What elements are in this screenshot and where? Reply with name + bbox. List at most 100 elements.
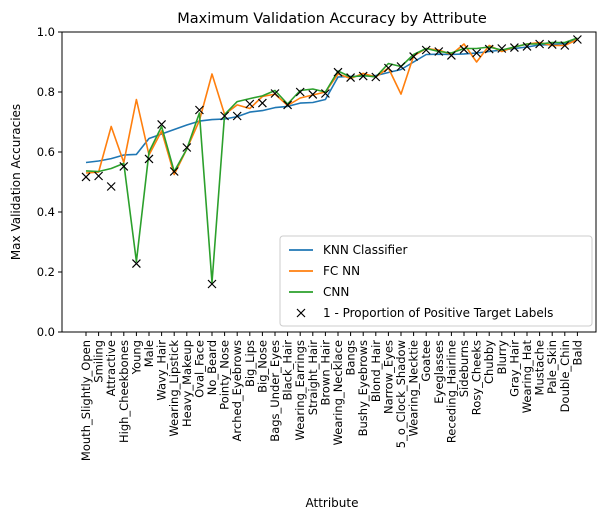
series-line-2 bbox=[85, 37, 578, 284]
data-point-marker bbox=[358, 71, 368, 81]
x-tick-label: Heavy_Makeup bbox=[180, 340, 194, 427]
x-tick-label: Receding_Hairline bbox=[444, 340, 458, 443]
data-point-marker bbox=[459, 44, 469, 54]
data-point-marker bbox=[509, 43, 519, 53]
data-point-marker bbox=[396, 62, 406, 71]
data-point-marker bbox=[295, 87, 305, 97]
data-point-marker bbox=[157, 119, 167, 129]
data-point-marker bbox=[194, 105, 204, 115]
x-tick-label: Brown_Hair bbox=[318, 340, 332, 406]
data-point-marker bbox=[383, 63, 393, 73]
x-tick-label: Rosy_Cheeks bbox=[470, 340, 484, 415]
data-point-marker bbox=[81, 172, 91, 182]
data-point-marker bbox=[182, 143, 192, 152]
data-point-marker bbox=[232, 111, 242, 121]
y-axis: 0.0 0.2 0.4 0.6 0.8 1.0 bbox=[37, 25, 62, 339]
data-point-marker bbox=[144, 154, 154, 164]
x-tick-label: Eyeglasses bbox=[432, 340, 446, 404]
data-point-marker bbox=[484, 44, 494, 54]
data-point-marker bbox=[446, 50, 456, 60]
legend-label-1: FC NN bbox=[323, 264, 360, 278]
x-tick-label: Attractive bbox=[104, 340, 118, 396]
data-point-marker bbox=[245, 99, 255, 109]
x-tick-label: Young bbox=[129, 340, 143, 375]
data-point-marker bbox=[371, 72, 381, 82]
x-tick-label: 5_o_Clock_Shadow bbox=[394, 340, 408, 448]
legend-label-0: KNN Classifier bbox=[323, 243, 407, 257]
x-tick-label: Bald bbox=[570, 340, 584, 365]
x-tick-label: Wearing_Lipstick bbox=[167, 340, 181, 437]
x-tick-label: Oval_Face bbox=[192, 340, 206, 398]
data-point-marker bbox=[207, 279, 217, 289]
y-tick-label: 0.0 bbox=[37, 325, 55, 339]
x-tick-label: Pointy_Nose bbox=[218, 340, 232, 410]
data-point-marker bbox=[94, 171, 104, 181]
x-tick-label: Straight_Hair bbox=[306, 340, 320, 416]
data-point-marker bbox=[434, 47, 444, 56]
y-tick-label: 0.2 bbox=[37, 265, 55, 279]
data-point-marker bbox=[547, 40, 557, 50]
x-tick-label: Blurry bbox=[495, 340, 509, 375]
x-tick-label: Goatee bbox=[419, 340, 433, 382]
series-line-0 bbox=[85, 38, 578, 164]
data-point-marker bbox=[308, 89, 318, 99]
legend-swatch-3 bbox=[296, 308, 306, 318]
y-axis-label: Max Validation Accuracies bbox=[9, 104, 23, 260]
plot-area bbox=[81, 35, 582, 289]
x-tick-label: Narrow_Eyes bbox=[381, 340, 395, 414]
x-tick-label: Big_Lips bbox=[243, 340, 257, 387]
x-tick-label: Bangs bbox=[344, 340, 358, 376]
x-tick-label: Double_Chin bbox=[558, 340, 572, 412]
x-axis: Mouth_Slightly_OpenSmilingAttractiveHigh… bbox=[79, 332, 584, 461]
data-point-marker bbox=[421, 45, 431, 55]
x-tick-label: High_Cheekbones bbox=[117, 340, 131, 443]
x-tick-label: Black_Hair bbox=[281, 340, 295, 401]
x-tick-label: Wearing_Earrings bbox=[293, 340, 307, 440]
y-tick-label: 0.8 bbox=[37, 85, 55, 99]
data-point-marker bbox=[346, 73, 356, 83]
y-tick-label: 0.6 bbox=[37, 145, 55, 159]
x-tick-label: Gray_Hair bbox=[507, 340, 521, 397]
x-tick-label: Mustache bbox=[533, 340, 547, 395]
series-line-1 bbox=[85, 38, 578, 176]
data-point-marker bbox=[535, 39, 545, 49]
x-tick-label: Mouth_Slightly_Open bbox=[79, 340, 93, 461]
data-point-marker bbox=[320, 89, 330, 98]
data-point-marker bbox=[257, 98, 267, 108]
x-tick-label: Male bbox=[142, 340, 156, 367]
legend: KNN Classifier FC NN CNN 1 - Proportion of … bbox=[279, 235, 593, 327]
chart-title: Maximum Validation Accuracy by Attribute bbox=[177, 11, 487, 27]
x-tick-label: Wearing_Necklace bbox=[331, 340, 345, 445]
y-tick-label: 0.4 bbox=[37, 205, 55, 219]
data-point-marker bbox=[333, 67, 343, 77]
x-tick-label: Wavy_Hair bbox=[155, 340, 169, 401]
data-point-marker bbox=[522, 41, 532, 51]
data-point-marker bbox=[270, 89, 280, 98]
x-tick-label: Wearing_Necktie bbox=[407, 340, 421, 437]
legend-box bbox=[279, 235, 593, 327]
data-point-marker bbox=[220, 111, 230, 121]
x-tick-label: Smiling bbox=[92, 340, 106, 383]
data-point-marker bbox=[169, 167, 179, 176]
plot-frame bbox=[61, 31, 597, 333]
legend-label-3: 1 - Proportion of Positive Target Labels bbox=[323, 306, 553, 320]
data-point-marker bbox=[131, 259, 141, 269]
legend-label-2: CNN bbox=[323, 285, 349, 299]
data-point-marker bbox=[560, 41, 570, 50]
x-tick-label: Pale_Skin bbox=[545, 340, 559, 394]
x-tick-label: Big_Nose bbox=[255, 340, 269, 393]
data-point-marker bbox=[283, 100, 293, 110]
data-point-marker bbox=[572, 35, 582, 44]
data-point-marker bbox=[497, 44, 507, 53]
data-point-marker bbox=[472, 48, 482, 58]
data-point-marker bbox=[119, 161, 129, 171]
x-tick-label: Bags_Under_Eyes bbox=[268, 340, 282, 442]
x-tick-label: Chubby bbox=[482, 340, 496, 384]
x-tick-label: Sideburns bbox=[457, 340, 471, 397]
x-axis-label: Attribute bbox=[306, 496, 359, 510]
x-tick-label: Arched_Eyebrows bbox=[230, 340, 244, 441]
data-point-marker bbox=[409, 52, 419, 62]
y-tick-label: 1.0 bbox=[37, 25, 55, 39]
data-point-marker bbox=[106, 182, 116, 191]
